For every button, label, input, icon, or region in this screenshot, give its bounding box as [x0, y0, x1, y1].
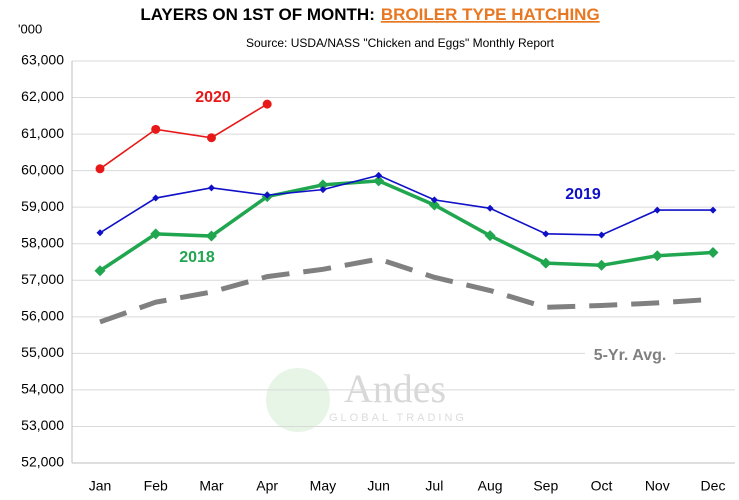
series-label: 5-Yr. Avg.: [594, 347, 667, 364]
x-tick-label: Oct: [591, 478, 613, 494]
point: [596, 259, 608, 271]
point: [207, 184, 215, 192]
x-tick-label: May: [310, 478, 336, 494]
point: [709, 206, 717, 214]
y-tick-label: 62,000: [21, 88, 64, 104]
point: [430, 196, 438, 204]
x-tick-label: Dec: [701, 478, 726, 494]
watermark-logo: [266, 368, 330, 432]
point: [262, 99, 272, 109]
y-tick-label: 61,000: [21, 125, 64, 141]
y-tick-label: 58,000: [21, 234, 64, 250]
y-tick-label: 57,000: [21, 271, 64, 287]
point: [486, 204, 494, 212]
point: [428, 199, 440, 211]
x-tick-label: Nov: [645, 478, 670, 494]
y-tick-label: 55,000: [21, 344, 64, 360]
title-main: LAYERS ON 1ST OF MONTH:: [140, 5, 375, 24]
point: [540, 257, 552, 269]
x-tick-label: Apr: [256, 478, 278, 494]
x-tick-label: Feb: [144, 478, 168, 494]
x-tick-label: Jan: [89, 478, 112, 494]
point: [95, 164, 105, 174]
series-line: [99, 256, 714, 325]
series-line: [99, 179, 714, 273]
x-tick-label: Jun: [367, 478, 390, 494]
point: [375, 171, 383, 179]
point: [206, 133, 216, 143]
watermark-subtext: GLOBAL TRADING: [329, 412, 467, 424]
series-label: 2019: [565, 186, 601, 203]
point: [653, 206, 661, 214]
x-tick-label: Sep: [533, 478, 558, 494]
point: [150, 228, 162, 240]
point: [263, 191, 271, 199]
x-tick-label: Aug: [478, 478, 503, 494]
point: [94, 265, 106, 277]
y-tick-label: 59,000: [21, 198, 64, 214]
x-tick-label: Mar: [199, 478, 223, 494]
chart-title: LAYERS ON 1ST OF MONTH: BROILER TYPE HATC…: [140, 5, 599, 24]
watermark-text: Andes: [344, 366, 446, 411]
series-label: 2018: [179, 249, 215, 266]
title-highlight: BROILER TYPE HATCHING: [381, 5, 600, 24]
point: [319, 186, 327, 194]
point: [373, 175, 385, 187]
y-unit: '000: [18, 21, 42, 36]
y-tick-label: 56,000: [21, 308, 64, 324]
point: [707, 246, 719, 258]
y-tick-label: 63,000: [21, 52, 64, 68]
series-line: [99, 103, 268, 170]
point: [651, 250, 663, 262]
point: [317, 179, 329, 191]
series-line: [99, 174, 713, 236]
y-tick-label: 60,000: [21, 161, 64, 177]
subtitle: Source: USDA/NASS "Chicken and Eggs" Mon…: [246, 36, 555, 50]
x-tick-label: Jul: [425, 478, 443, 494]
y-tick-label: 52,000: [21, 454, 64, 470]
point: [152, 194, 160, 202]
point: [205, 230, 217, 242]
y-tick-label: 54,000: [21, 381, 64, 397]
label-bg: [585, 345, 675, 367]
point: [96, 229, 104, 237]
point: [484, 230, 496, 242]
point: [598, 231, 606, 239]
point: [542, 230, 550, 238]
point: [151, 124, 161, 134]
series-label: 2020: [195, 89, 231, 106]
y-tick-label: 53,000: [21, 417, 64, 433]
